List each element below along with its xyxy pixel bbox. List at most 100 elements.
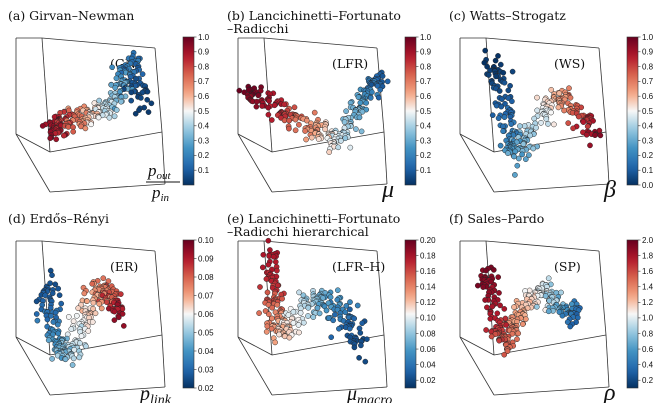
data-point — [266, 98, 272, 104]
colorbar-tick-label: 0.03 — [198, 365, 214, 374]
colorbar-label: plink — [138, 383, 172, 403]
data-point — [315, 136, 322, 142]
data-point — [503, 322, 510, 328]
inset-label: (WS) — [554, 56, 585, 71]
data-point — [85, 328, 92, 334]
data-point — [111, 308, 118, 315]
box-edge — [459, 133, 495, 153]
data-point — [515, 155, 522, 162]
scatter-points — [481, 47, 604, 178]
colorbar — [404, 36, 417, 186]
data-point — [84, 298, 90, 305]
data-point — [483, 267, 489, 274]
data-point — [279, 295, 285, 302]
data-point — [50, 319, 57, 325]
colorbar-tick-label: 0.20 — [420, 236, 436, 245]
data-point — [481, 59, 488, 66]
data-point — [500, 128, 506, 135]
data-point — [286, 125, 292, 132]
box-edge — [271, 386, 388, 396]
box-edge — [15, 133, 51, 153]
colorbar-tick-label: 1.0 — [198, 33, 210, 42]
data-point — [495, 274, 502, 280]
data-point — [501, 306, 508, 312]
data-point — [268, 117, 275, 123]
colorbar-tick-label: 1.2 — [642, 298, 654, 307]
data-point — [526, 152, 532, 158]
colorbar-tick-label: 0.8 — [420, 62, 432, 71]
scatter-points — [474, 264, 583, 358]
data-point — [495, 115, 502, 122]
colorbar-label: pout — [147, 161, 172, 182]
data-point — [384, 78, 391, 85]
data-point — [527, 132, 533, 139]
data-point — [81, 290, 88, 297]
box-edge — [485, 240, 600, 252]
data-point — [260, 251, 267, 258]
data-point — [272, 259, 279, 265]
data-point — [257, 284, 263, 290]
data-point — [118, 98, 124, 105]
data-point — [303, 117, 310, 124]
data-point — [487, 315, 494, 322]
data-point — [335, 144, 342, 151]
colorbar-tick-label: 0.18 — [420, 251, 436, 260]
colorbar-tick-label: 0.5 — [642, 107, 654, 116]
colorbar-tick-label: 0.8 — [198, 62, 210, 71]
data-point — [83, 343, 89, 350]
data-point — [538, 119, 544, 126]
data-point — [82, 125, 89, 132]
data-point — [377, 86, 384, 93]
data-point — [276, 331, 282, 338]
data-point — [493, 102, 500, 109]
data-point — [496, 337, 503, 344]
data-point — [534, 107, 541, 114]
data-point — [65, 124, 72, 130]
data-point — [509, 98, 515, 105]
colorbar-tick-label: 1.6 — [642, 267, 654, 276]
data-point — [343, 303, 350, 309]
data-point — [494, 310, 501, 317]
data-point — [583, 131, 590, 138]
data-point — [111, 113, 118, 120]
data-point — [567, 323, 574, 330]
box-edge — [49, 131, 163, 153]
data-point — [492, 57, 499, 64]
data-point — [302, 128, 308, 134]
data-point — [48, 313, 54, 319]
data-point — [484, 304, 490, 311]
data-point — [265, 301, 272, 308]
colorbar-tick-label: 2.0 — [642, 236, 654, 245]
data-point — [148, 100, 155, 107]
panel-c: (c) Watts–Strogatz (WS) 0.0 0.1 0.2 0.3 0.4 0.5… — [449, 8, 654, 203]
colorbar-tick-label: 0.6 — [642, 92, 654, 101]
colorbar-tick-label: 0.4 — [642, 122, 654, 131]
colorbar — [626, 36, 639, 186]
data-point — [305, 313, 311, 319]
data-point — [490, 267, 497, 273]
data-point — [561, 107, 567, 114]
data-point — [53, 136, 60, 143]
data-point — [113, 107, 120, 113]
box-edge — [41, 37, 156, 49]
scatter-points — [256, 237, 370, 365]
colorbar-tick-label: 0.1 — [642, 166, 654, 175]
data-point — [501, 79, 508, 86]
box-edge — [493, 183, 610, 193]
axes-box — [15, 37, 166, 193]
box-edge — [161, 334, 166, 388]
box-edge — [237, 336, 273, 396]
data-point — [545, 121, 551, 127]
data-point — [362, 358, 369, 365]
box-edge — [459, 133, 495, 193]
colorbar-tick-label: 0.7 — [420, 77, 432, 86]
panel-title: (c) Watts–Strogatz — [449, 8, 566, 23]
colorbar-tick-label: 1.4 — [642, 283, 654, 292]
data-point — [62, 356, 69, 363]
data-point — [369, 89, 375, 96]
box-edge — [459, 336, 495, 396]
box-edge — [383, 131, 388, 185]
scatter-points — [39, 49, 155, 143]
data-point — [584, 123, 591, 130]
data-point — [545, 308, 552, 315]
